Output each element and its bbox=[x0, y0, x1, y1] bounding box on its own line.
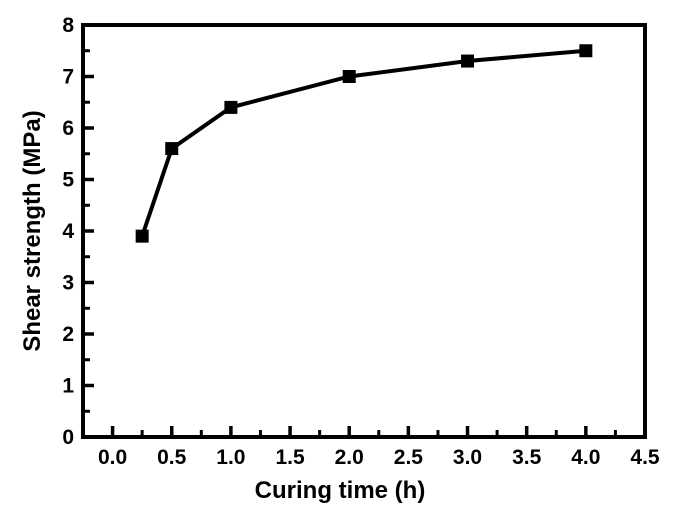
x-tick-label: 4.0 bbox=[571, 446, 600, 469]
x-tick-label: 2.5 bbox=[394, 446, 424, 469]
x-tick-label: 0.0 bbox=[98, 446, 127, 469]
y-tick-label: 7 bbox=[62, 66, 74, 89]
x-tick-label: 0.5 bbox=[157, 446, 187, 469]
y-tick-label: 2 bbox=[62, 323, 74, 346]
data-point-marker bbox=[165, 142, 179, 156]
x-tick-label: 3.5 bbox=[512, 446, 542, 469]
y-tick-label: 8 bbox=[62, 14, 74, 37]
y-tick-label: 6 bbox=[62, 117, 74, 140]
x-axis-title: Curing time (h) bbox=[255, 477, 426, 504]
x-tick-label: 3.0 bbox=[453, 446, 482, 469]
y-tick-label: 5 bbox=[62, 169, 74, 192]
y-axis-title: Shear strength (MPa) bbox=[19, 110, 46, 351]
plot-frame bbox=[81, 23, 647, 439]
series-line bbox=[140, 48, 587, 237]
y-tick-label: 1 bbox=[62, 375, 74, 398]
data-point-marker bbox=[461, 54, 475, 68]
y-tick-label: 4 bbox=[62, 220, 74, 243]
x-tick-label: 4.5 bbox=[630, 446, 660, 469]
data-point-marker bbox=[579, 44, 593, 58]
data-point-marker bbox=[135, 229, 149, 243]
x-tick-label: 1.5 bbox=[275, 446, 305, 469]
data-point-marker bbox=[342, 70, 356, 83]
data-point-marker bbox=[224, 100, 238, 114]
x-tick-label: 1.0 bbox=[216, 446, 245, 469]
x-tick-label: 2.0 bbox=[335, 446, 364, 469]
y-tick-label: 3 bbox=[62, 272, 74, 295]
y-tick-label: 0 bbox=[62, 426, 74, 449]
